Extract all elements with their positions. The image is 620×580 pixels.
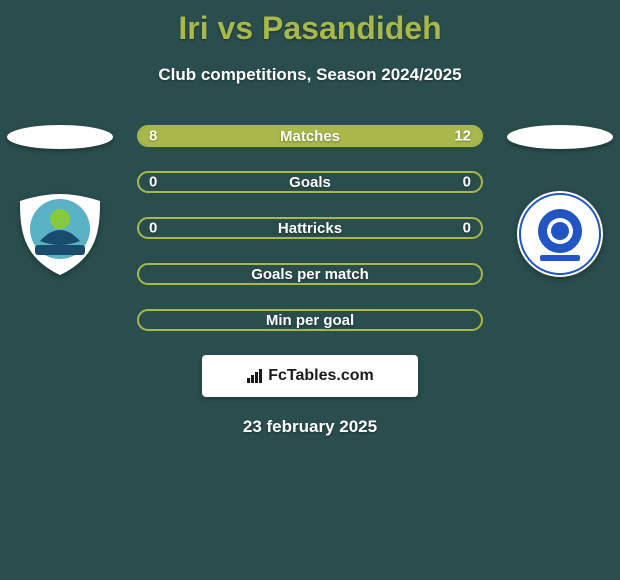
subtitle: Club competitions, Season 2024/2025 xyxy=(0,65,620,85)
player-placeholder-right xyxy=(507,125,613,149)
stat-label: Goals per match xyxy=(251,266,369,283)
stat-value-left: 8 xyxy=(149,128,157,145)
stat-bar: Min per goal xyxy=(137,309,483,331)
stat-value-right: 12 xyxy=(454,128,471,145)
page-title: Iri vs Pasandideh xyxy=(0,0,620,47)
bar-fill-left xyxy=(139,127,276,145)
player-placeholder-left xyxy=(7,125,113,149)
stat-value-left: 0 xyxy=(149,174,157,191)
right-player-column xyxy=(500,125,620,279)
club-badge-right xyxy=(510,189,610,279)
club-badge-left xyxy=(10,189,110,279)
shield-icon xyxy=(10,189,110,279)
date-text: 23 february 2025 xyxy=(0,417,620,437)
stat-label: Min per goal xyxy=(266,312,354,329)
comparison-content: 8 Matches 12 0 Goals 0 0 Hattricks 0 Goals per ma… xyxy=(0,125,620,437)
branding-label: FcTables.com xyxy=(268,367,374,385)
branding-box[interactable]: FcTables.com xyxy=(202,355,418,397)
stat-bar: 0 Hattricks 0 xyxy=(137,217,483,239)
stat-bar: Goals per match xyxy=(137,263,483,285)
stat-label: Hattricks xyxy=(278,220,342,237)
stat-bars: 8 Matches 12 0 Goals 0 0 Hattricks 0 Goals per ma… xyxy=(137,125,483,331)
branding-text: FcTables.com xyxy=(246,367,374,385)
stat-label: Matches xyxy=(280,128,340,145)
stat-value-right: 0 xyxy=(463,174,471,191)
stat-bar: 8 Matches 12 xyxy=(137,125,483,147)
chart-icon xyxy=(246,368,264,384)
stat-bar: 0 Goals 0 xyxy=(137,171,483,193)
stat-value-left: 0 xyxy=(149,220,157,237)
stat-label: Goals xyxy=(289,174,331,191)
shield-icon xyxy=(510,189,610,279)
left-player-column xyxy=(0,125,120,279)
stat-value-right: 0 xyxy=(463,220,471,237)
